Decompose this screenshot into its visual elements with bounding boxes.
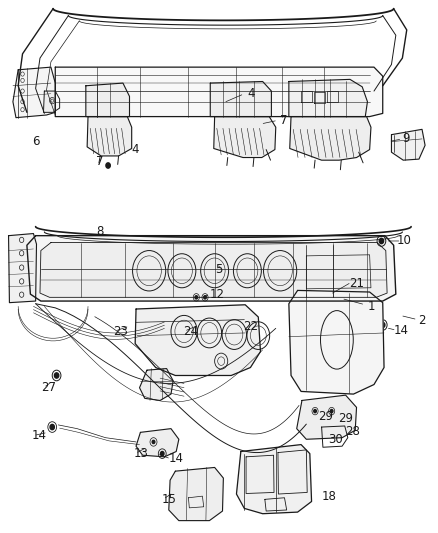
Circle shape [204,296,206,299]
Text: 28: 28 [346,425,360,438]
Text: 14: 14 [394,324,409,337]
Text: 8: 8 [97,225,104,238]
Text: 13: 13 [134,447,149,460]
Circle shape [381,322,385,328]
Polygon shape [210,82,272,117]
Circle shape [106,163,110,168]
Circle shape [54,373,59,378]
Text: 10: 10 [397,235,412,247]
Polygon shape [87,117,132,156]
Text: 15: 15 [161,493,176,506]
Polygon shape [290,117,371,160]
Polygon shape [140,368,173,400]
Circle shape [195,296,198,299]
Text: 2: 2 [418,314,425,327]
Text: 4: 4 [132,143,139,156]
Circle shape [330,409,333,413]
Circle shape [50,424,54,430]
Text: 29: 29 [318,410,334,423]
Polygon shape [55,67,383,117]
Polygon shape [289,79,367,117]
Polygon shape [392,130,425,160]
Text: 23: 23 [113,325,128,338]
Polygon shape [297,395,357,439]
Polygon shape [13,67,55,118]
Polygon shape [86,83,130,117]
Circle shape [152,440,155,443]
Circle shape [379,238,384,244]
Polygon shape [40,243,387,297]
Text: 24: 24 [183,325,198,338]
Text: 18: 18 [321,490,336,503]
Polygon shape [27,236,396,301]
Text: 9: 9 [403,132,410,146]
Polygon shape [237,445,311,514]
Text: 5: 5 [215,263,222,276]
Text: 30: 30 [328,433,343,446]
Polygon shape [43,91,60,112]
Text: 7: 7 [96,155,103,168]
Circle shape [160,451,164,456]
Text: 1: 1 [367,300,375,313]
Polygon shape [135,305,261,375]
Text: 14: 14 [31,429,46,442]
Text: 14: 14 [169,453,184,465]
Text: 7: 7 [280,114,288,127]
Polygon shape [214,117,276,158]
Text: 6: 6 [32,135,39,148]
Text: 4: 4 [247,87,255,100]
Circle shape [314,409,316,413]
Text: 21: 21 [349,277,364,290]
Polygon shape [136,429,179,457]
Text: 29: 29 [338,411,353,424]
Text: 12: 12 [209,288,224,301]
Polygon shape [289,290,384,394]
Text: 27: 27 [41,381,56,394]
Polygon shape [169,467,223,521]
Circle shape [219,265,223,270]
Polygon shape [9,233,36,303]
Text: 22: 22 [243,320,258,333]
